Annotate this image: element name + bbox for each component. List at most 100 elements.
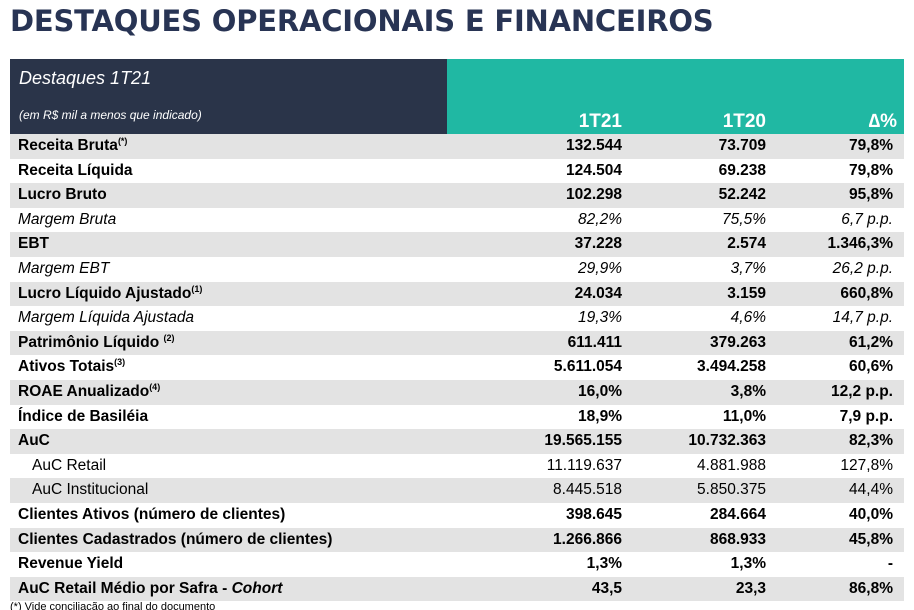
table-row: Receita Líquida 124.504 69.238 79,8%: [10, 159, 904, 184]
value-1t21: 37.228: [574, 235, 622, 253]
table-row: AuC Retail Médio por Safra - Cohort 43,5 2…: [10, 576, 904, 602]
footnote-marker: (3): [114, 357, 126, 368]
value-1t21: 102.298: [565, 186, 622, 204]
value-delta: 61,2%: [849, 333, 893, 351]
table-row: AuC 19.565.155 10.732.363 82,3%: [10, 429, 904, 454]
value-1t21: 11.119.637: [546, 456, 622, 474]
row-label-text: Revenue Yield: [18, 555, 124, 573]
value-1t21: 611.411: [567, 333, 622, 351]
table-row: Receita Bruta(*) 132.544 73.709 79,8%: [10, 134, 904, 159]
value-delta: 660,8%: [840, 284, 893, 302]
value-1t20: 5.850.375: [697, 481, 766, 499]
value-1t20: 73.709: [718, 137, 766, 154]
row-label: AuC: [18, 429, 50, 454]
value-delta: 1.346,3%: [827, 235, 894, 253]
table-row: AuC Institucional 8.445.518 5.850.375 44,4%: [10, 478, 904, 503]
row-label-text: Receita Bruta: [18, 137, 118, 154]
row-label-text: Clientes Ativos (número de clientes): [18, 505, 286, 523]
column-header-1t21: 1T21: [578, 111, 622, 132]
table-title: Destaques 1T21: [19, 68, 152, 88]
value-1t20: 3,7%: [730, 259, 766, 277]
table-row: Clientes Ativos (número de clientes) 398.…: [10, 503, 904, 528]
value-1t21: 16,0%: [578, 382, 622, 400]
table-header-columns: 1T21 1T20 ∆%: [447, 59, 904, 134]
row-label-text: Índice de Basiléia: [18, 407, 149, 425]
footnote-marker: (*): [117, 136, 128, 146]
table-subtitle: (em R$ mil a menos que indicado): [19, 108, 202, 122]
row-label-text: Margem Líquida Ajustada: [18, 309, 195, 327]
value-1t20: 868.933: [709, 530, 766, 548]
value-1t20: 69.238: [718, 161, 766, 179]
value-delta: 79,8%: [849, 137, 893, 154]
row-label: Receita Líquida: [18, 159, 133, 184]
value-delta: -: [887, 555, 893, 573]
row-label-text: Patrimônio Líquido: [18, 333, 164, 351]
table-row: Revenue Yield 1,3% 1,3% -: [10, 552, 904, 577]
table-row: Índice de Basiléia 18,9% 11,0% 7,9 p.p.: [10, 405, 904, 430]
footnote-marker: (4): [149, 381, 161, 392]
value-1t21: 19,3%: [578, 309, 622, 327]
row-label-text: ROAE Anualizado: [18, 382, 150, 400]
value-1t21: 398.645: [565, 505, 622, 523]
row-label: Revenue Yield: [18, 552, 123, 577]
table-row: Lucro Líquido Ajustado(1) 24.034 3.159 660,…: [10, 281, 904, 307]
table-row: Margem Bruta 82,2% 75,5% 6,7 p.p.: [10, 208, 904, 233]
value-1t20: 23,3: [735, 579, 766, 597]
value-delta: 14,7 p.p.: [832, 309, 893, 327]
row-label-text: EBT: [18, 235, 49, 253]
row-label: Margem EBT: [18, 257, 109, 282]
value-1t20: 4,6%: [730, 309, 766, 327]
footnote-marker: (1): [191, 283, 203, 294]
value-delta: 7,9 p.p.: [839, 407, 893, 425]
value-delta: 86,8%: [849, 579, 893, 597]
row-label-text: Clientes Cadastrados (número de clientes…: [18, 530, 333, 548]
row-label-text: Lucro Bruto: [18, 186, 107, 204]
table-row: Lucro Bruto 102.298 52.242 95,8%: [10, 183, 904, 208]
highlights-table: Destaques 1T21 (em R$ mil a menos que in…: [10, 59, 904, 602]
value-1t20: 3.159: [727, 284, 766, 302]
table-header-title-cell: Destaques 1T21 (em R$ mil a menos que in…: [10, 59, 447, 134]
value-1t20: 10.732.363: [688, 432, 766, 450]
table-header: Destaques 1T21 (em R$ mil a menos que in…: [10, 59, 904, 134]
value-delta: 26,2 p.p.: [832, 259, 893, 277]
value-1t21: 29,9%: [578, 259, 622, 277]
column-header-delta: ∆%: [868, 111, 897, 132]
value-1t21: 1.266.866: [553, 530, 622, 548]
table-row: Clientes Cadastrados (número de clientes…: [10, 527, 904, 553]
value-1t20: 2.574: [727, 235, 766, 253]
row-label: EBT: [18, 232, 49, 257]
value-1t20: 284.664: [709, 505, 766, 523]
row-label: Clientes Cadastrados (número de clientes…: [18, 528, 332, 553]
value-1t21: 124.504: [565, 161, 622, 179]
row-label: Margem Bruta: [18, 208, 116, 233]
value-1t20: 11,0%: [722, 407, 766, 425]
table-row: Ativos Totais(3) 5.611.054 3.494.258 60,6%: [10, 355, 904, 380]
row-label: Lucro Líquido Ajustado(1): [18, 282, 202, 307]
value-delta: 44,4%: [849, 481, 893, 499]
value-1t21: 24.034: [574, 284, 622, 302]
table-row: Margem Líquida Ajustada 19,3% 4,6% 14,7 p.p…: [10, 306, 904, 331]
table-row: EBT 37.228 2.574 1.346,3%: [10, 232, 904, 257]
row-label: Lucro Bruto: [18, 183, 107, 208]
value-1t20: 3,8%: [730, 382, 766, 400]
row-label-text: Ativos Totais: [18, 358, 115, 376]
table-row: ROAE Anualizado(4) 16,0% 3,8% 12,2 p.p.: [10, 379, 904, 405]
value-delta: 6,7 p.p.: [841, 210, 893, 228]
row-label-text: Receita Líquida: [18, 161, 133, 179]
row-label: Margem Líquida Ajustada: [18, 306, 194, 331]
value-delta: 82,3%: [849, 432, 893, 450]
row-label-text: AuC Institucional: [32, 481, 149, 499]
value-1t21: 82,2%: [578, 210, 622, 228]
row-label-text: Lucro Líquido Ajustado: [18, 284, 192, 302]
table-row: Margem EBT 29,9% 3,7% 26,2 p.p.: [10, 257, 904, 282]
row-label-text: Margem Bruta: [18, 210, 117, 228]
row-label-text: Margem EBT: [18, 259, 110, 277]
row-label-text: AuC Retail: [32, 456, 107, 474]
value-delta: 12,2 p.p.: [830, 382, 893, 400]
value-1t20: 3.494.258: [697, 358, 766, 376]
value-1t21: 8.445.518: [553, 481, 622, 499]
value-delta: 45,8%: [849, 530, 893, 548]
row-label: Índice de Basiléia: [18, 405, 148, 430]
value-1t21: 18,9%: [578, 407, 622, 425]
value-1t21: 5.611.054: [553, 358, 622, 376]
